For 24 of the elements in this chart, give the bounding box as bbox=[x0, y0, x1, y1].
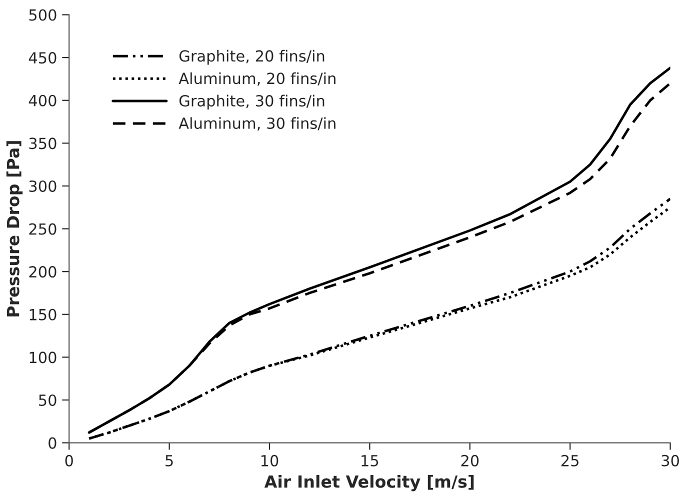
y-tick-label: 450 bbox=[28, 52, 56, 64]
legend-label: Graphite, 30 fins/in bbox=[179, 94, 324, 110]
legend-label: Aluminum, 20 fins/in bbox=[178, 72, 336, 86]
x-tick-label: 0 bbox=[65, 454, 73, 466]
x-tick-label: 15 bbox=[362, 455, 378, 466]
x-tick-label: 10 bbox=[261, 454, 278, 466]
y-axis-title: Pressure Drop [Pa] bbox=[6, 141, 23, 316]
y-tick-label: 0 bbox=[48, 437, 56, 449]
y-tick-label: 300 bbox=[29, 180, 56, 192]
x-axis-title: Air Inlet Velocity [m/s] bbox=[264, 474, 474, 492]
y-tick-label: 100 bbox=[30, 352, 56, 364]
legend-label: Aluminum, 30 fins/in bbox=[178, 117, 336, 131]
x-tick-label: 30 bbox=[662, 454, 679, 466]
y-tick-label: 400 bbox=[28, 94, 56, 106]
x-tick-label: 25 bbox=[561, 454, 578, 466]
y-tick-label: 50 bbox=[39, 394, 56, 406]
y-tick-label: 250 bbox=[29, 223, 56, 235]
legend-label: Graphite, 20 fins/in bbox=[179, 50, 324, 65]
y-tick-label: 150 bbox=[30, 308, 56, 320]
y-tick-label: 350 bbox=[29, 138, 56, 150]
x-tick-label: 20 bbox=[461, 454, 479, 466]
x-tick-label: 5 bbox=[166, 455, 173, 466]
y-tick-label: 500 bbox=[29, 9, 56, 21]
y-tick-label: 200 bbox=[29, 266, 56, 278]
